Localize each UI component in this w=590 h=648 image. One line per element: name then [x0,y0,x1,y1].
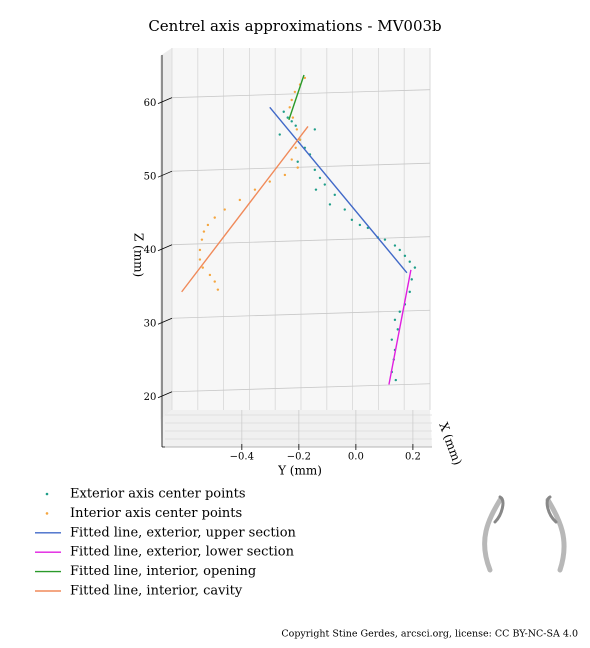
y-tick [157,391,173,399]
z-tick-label: 60 [144,98,157,109]
z-tick-label: 50 [144,172,157,183]
y-tick [157,317,173,325]
data-point [403,254,407,258]
data-point [288,106,291,109]
data-point [223,208,226,211]
floor-pane [160,410,432,447]
thumb-left-top [493,495,505,524]
y-tick-label: 0.0 [348,452,364,463]
data-point [294,124,297,127]
legend-label: Exterior axis center points [70,487,246,502]
data-point [198,248,202,252]
y-tick [157,244,173,252]
data-point [213,216,216,219]
axes-box [160,48,432,448]
data-point [198,258,202,261]
data-point [408,290,411,294]
data-point [313,168,317,172]
data-point [201,266,204,269]
data-point [413,266,417,269]
data-point [278,133,281,136]
legend-label: Fitted line, interior, opening [70,564,256,579]
data-point [358,223,362,227]
data-point [383,238,387,241]
thumb-right-top [545,495,558,524]
data-point [294,146,297,149]
grid-line [171,236,431,246]
data-point [216,288,220,291]
grid-line [171,309,431,319]
data-point [333,193,336,197]
y-tick-label: 0.2 [405,452,421,463]
footer: Copyright Stine Gerdes, arcsci.org, lice… [281,629,578,640]
data-point [296,160,299,163]
data-point [303,76,307,80]
data-point [253,188,257,191]
data-point [296,166,299,169]
data-point [206,223,210,227]
grid-line [171,89,431,99]
data-point [313,128,317,131]
data-point [286,116,289,119]
data-point [343,208,346,211]
legend-label: Fitted line, exterior, lower section [70,545,295,560]
data-point [394,378,397,382]
data-point [408,260,411,263]
data-point [318,176,322,180]
data-point [208,273,212,277]
thumb-right [545,497,567,573]
data-point [213,280,216,283]
z-tick-label: 20 [144,392,157,403]
fitted-line [288,74,305,121]
data-point [290,158,293,161]
data-point [291,116,295,119]
legend-label: Interior axis center points [70,506,242,521]
grid-line [171,162,431,172]
grid-line [171,383,431,393]
z-axis-label: Z (mm) [132,233,146,277]
y-tick [157,170,173,178]
data-point [393,244,397,247]
x-axis-label: X (mm) [436,421,464,468]
data-point [390,338,393,341]
fitted-line [181,126,309,293]
thumbnail [482,495,567,573]
data-point [238,198,242,202]
chart-title: Centrel axis approximations - MV003b [148,17,441,35]
data-point [298,138,302,141]
data-point [350,218,354,222]
left-pane [160,48,172,420]
data-point [328,203,332,206]
data-point [410,278,413,281]
thumb-left [482,497,503,573]
y-tick-label: −0.4 [230,452,254,463]
data-point [295,128,299,131]
data-point [396,328,399,331]
y-tick-label: −0.2 [287,452,311,463]
z-tick-label: 40 [144,245,157,256]
z-tick-label: 30 [144,319,157,330]
fitted-line [388,269,412,385]
data-point [314,188,318,191]
data-point [282,110,285,113]
fitted-line [269,106,408,274]
legend-marker [45,512,49,515]
data-point [293,90,297,94]
data-point [290,98,293,102]
data-point [323,183,326,186]
data-point [398,310,401,313]
data-point [283,173,287,177]
data-point [393,318,397,322]
legend-label: Fitted line, interior, cavity [70,584,243,599]
y-axis-label: Y (mm) [277,464,322,478]
data-point [398,248,401,252]
y-tick [157,97,173,105]
data-point [268,180,271,183]
legend-marker [45,492,49,496]
legend-label: Fitted line, exterior, upper section [70,525,297,540]
data-point [290,120,293,123]
data-point [200,238,204,241]
data-point [202,230,206,233]
